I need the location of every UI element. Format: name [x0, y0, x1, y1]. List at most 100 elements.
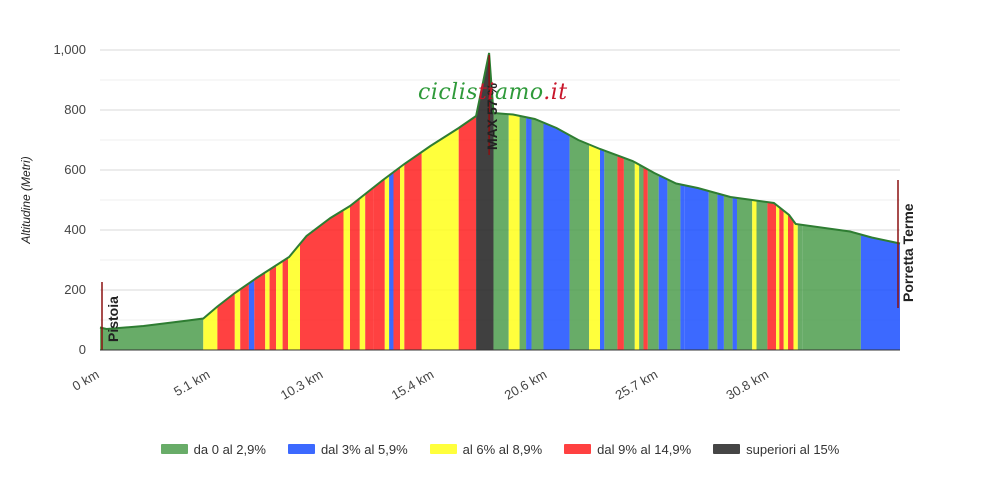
profile-line [99, 52, 901, 331]
slope-segment [736, 197, 753, 350]
slope-segment [793, 221, 798, 350]
slope-segment [717, 193, 724, 350]
logo-part-2: amo [494, 80, 544, 105]
slope-segment [526, 117, 532, 350]
slope-segment [254, 272, 266, 350]
slope-segment [600, 149, 605, 350]
slope-segment [684, 185, 709, 350]
slope-segment [234, 289, 241, 350]
legend-swatch [287, 444, 315, 454]
legend-item: dal 9% al 14,9% [564, 442, 691, 457]
slope-segment [756, 200, 768, 350]
legend-label: dal 9% al 14,9% [597, 441, 692, 457]
slope-segment [658, 175, 668, 350]
slope-segment [797, 224, 803, 350]
legend-item: al 6% al 8,9% [429, 441, 543, 457]
legend-swatch [564, 444, 592, 454]
slope-segment [389, 172, 394, 350]
legend-label: dal 3% al 5,9% [320, 441, 408, 457]
slope-segment [393, 167, 400, 350]
slope-segment [752, 200, 757, 350]
slope-segment [732, 197, 737, 350]
slope-segment [350, 198, 360, 350]
slope-segment [508, 114, 520, 350]
slope-segment [783, 210, 789, 350]
slope-segment [519, 115, 527, 351]
slope-segment [643, 167, 648, 350]
slope-segment [276, 261, 283, 350]
y-tick-label: 800 [64, 102, 86, 117]
x-tick-label: 15.4 km [389, 367, 437, 403]
slope-segment [343, 206, 350, 350]
max-label: MAX 57 % [484, 83, 500, 150]
legend-label: al 6% al 8,9% [462, 441, 543, 457]
slope-segment [647, 169, 659, 350]
slope-segment [404, 152, 422, 350]
slope-segment [400, 164, 405, 350]
slope-segment [203, 306, 218, 350]
slope-segment [779, 207, 784, 350]
slope-segment [265, 269, 270, 350]
legend-item: dal 3% al 5,9% [287, 441, 408, 457]
slope-segment [604, 150, 618, 350]
x-tick-label: 0 km [70, 367, 102, 394]
slope-segment [639, 164, 644, 350]
slope-segment [569, 135, 590, 350]
y-axis-label: Altitudine (Metri) [19, 156, 33, 244]
legend-swatch [160, 444, 188, 454]
start-label: Pistoia [105, 296, 121, 342]
slope-segment [634, 162, 640, 350]
end-label: Porretta Terme [900, 203, 916, 302]
x-tick-label: 25.7 km [613, 367, 661, 403]
legend-swatch [713, 444, 741, 454]
y-tick-label: 200 [64, 282, 86, 297]
slope-segments [100, 53, 900, 351]
slope-segment [860, 234, 900, 350]
slope-segment [421, 128, 459, 350]
y-tick-label: 600 [64, 162, 86, 177]
slope-segment [217, 293, 235, 350]
y-tick-label: 1,000 [53, 42, 86, 57]
y-tick-label: 400 [64, 222, 86, 237]
logo-part-3: .it [543, 80, 568, 105]
slope-segment [282, 257, 289, 350]
slope-segment [543, 122, 570, 350]
slope-segment [623, 157, 635, 350]
slope-segment [458, 116, 477, 350]
site-logo: ciclistiamo.it [418, 80, 568, 105]
annotations: Pistoia Porretta Terme MAX 57 % [101, 55, 916, 350]
logo-bike-icon: ti [478, 80, 495, 105]
profile-outline [99, 52, 901, 331]
slope-segment [384, 175, 390, 350]
slope-segment [680, 184, 685, 350]
slope-segment [708, 191, 718, 350]
slope-segment [767, 202, 777, 350]
slope-segment [493, 113, 509, 350]
slope-segment [365, 187, 374, 350]
x-tick-label: 10.3 km [278, 367, 326, 403]
x-tick-label: 30.8 km [724, 367, 772, 403]
slope-segment [269, 265, 277, 350]
legend-item: superiori al 15% [713, 442, 839, 457]
legend-item: da 0 al 2,9% [160, 441, 266, 457]
legend-label: superiori al 15% [746, 441, 840, 457]
x-axis-ticks: 0 km 5.1 km 10.3 km 15.4 km 20.6 km 25.7 km 30… [70, 349, 900, 403]
slope-segment [723, 195, 733, 350]
slope-segment [776, 204, 780, 350]
slope-segment [248, 279, 255, 350]
slope-segment [288, 243, 300, 350]
slope-segment [788, 214, 794, 350]
slope-segment [617, 155, 624, 350]
slope-segment [359, 194, 366, 350]
y-tick-label: 0 [79, 342, 86, 357]
x-tick-label: 20.6 km [502, 367, 550, 403]
legend-label: da 0 al 2,9% [193, 441, 266, 457]
slope-segment [802, 224, 861, 350]
legend-swatch [429, 444, 457, 454]
slope-segment [589, 144, 600, 350]
slope-segment [100, 318, 204, 350]
logo-part-1: ciclis [418, 80, 479, 105]
slope-segment [300, 210, 344, 350]
slope-segment [531, 118, 544, 350]
